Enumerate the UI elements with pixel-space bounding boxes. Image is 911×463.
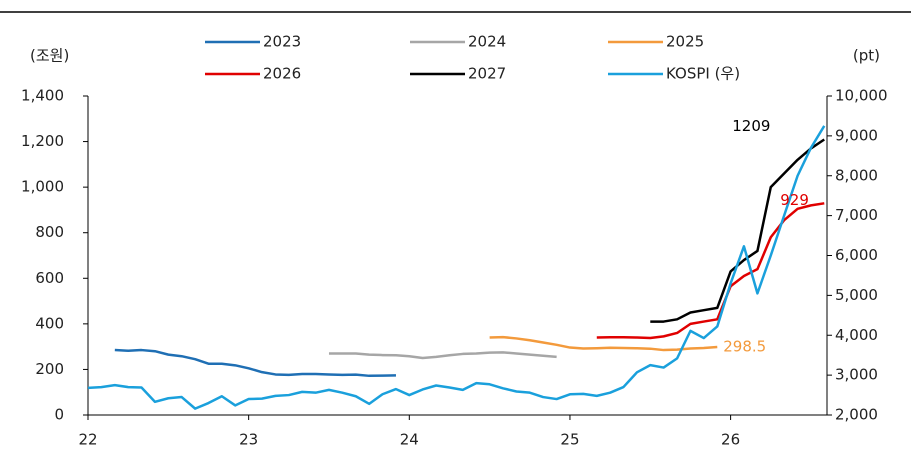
y-tick-label: 400 bbox=[35, 314, 64, 332]
y-tick-label: 1,000 bbox=[21, 178, 64, 196]
y-tick-label: 1,200 bbox=[21, 132, 64, 150]
y2-tick-label: 7,000 bbox=[835, 206, 878, 224]
y2-tick-label: 6,000 bbox=[835, 246, 878, 264]
x-tick-label: 25 bbox=[560, 431, 579, 449]
x-tick-label: 26 bbox=[721, 431, 740, 449]
y-unit-label: (조원) bbox=[30, 47, 69, 65]
annotation: 298.5 bbox=[723, 337, 766, 355]
y-tick-label: 800 bbox=[35, 223, 64, 241]
y2-tick-label: 3,000 bbox=[835, 366, 878, 384]
legend-label: 2025 bbox=[666, 33, 704, 51]
y-tick-label: 600 bbox=[35, 269, 64, 287]
series-line bbox=[489, 335, 718, 352]
y-tick-label: 200 bbox=[35, 360, 64, 378]
legend-label: 2026 bbox=[263, 65, 301, 83]
x-tick-label: 24 bbox=[400, 431, 419, 449]
series-line bbox=[114, 348, 396, 378]
y2-tick-label: 9,000 bbox=[835, 126, 878, 144]
annotation: 929 bbox=[780, 191, 809, 209]
y2-tick-label: 8,000 bbox=[835, 166, 878, 184]
series-line bbox=[328, 351, 557, 360]
y2-tick-label: 10,000 bbox=[835, 87, 888, 105]
series-line bbox=[650, 138, 825, 323]
y2-tick-label: 5,000 bbox=[835, 286, 878, 304]
y2-unit-label: (pt) bbox=[853, 47, 880, 65]
y2-tick-label: 2,000 bbox=[835, 406, 878, 424]
y2-tick-label: 4,000 bbox=[835, 326, 878, 344]
y-tick-label: 1,400 bbox=[21, 87, 64, 105]
legend-label: 2027 bbox=[468, 65, 506, 83]
y-tick-label: 0 bbox=[54, 406, 64, 424]
series-line bbox=[596, 202, 825, 340]
series-line bbox=[87, 125, 826, 410]
legend-label: 2023 bbox=[263, 33, 301, 51]
x-tick-label: 22 bbox=[78, 431, 97, 449]
legend-label: 2024 bbox=[468, 33, 506, 51]
x-tick-label: 23 bbox=[239, 431, 258, 449]
annotation: 1209 bbox=[732, 117, 770, 135]
legend-label: KOSPI (우) bbox=[666, 65, 740, 83]
